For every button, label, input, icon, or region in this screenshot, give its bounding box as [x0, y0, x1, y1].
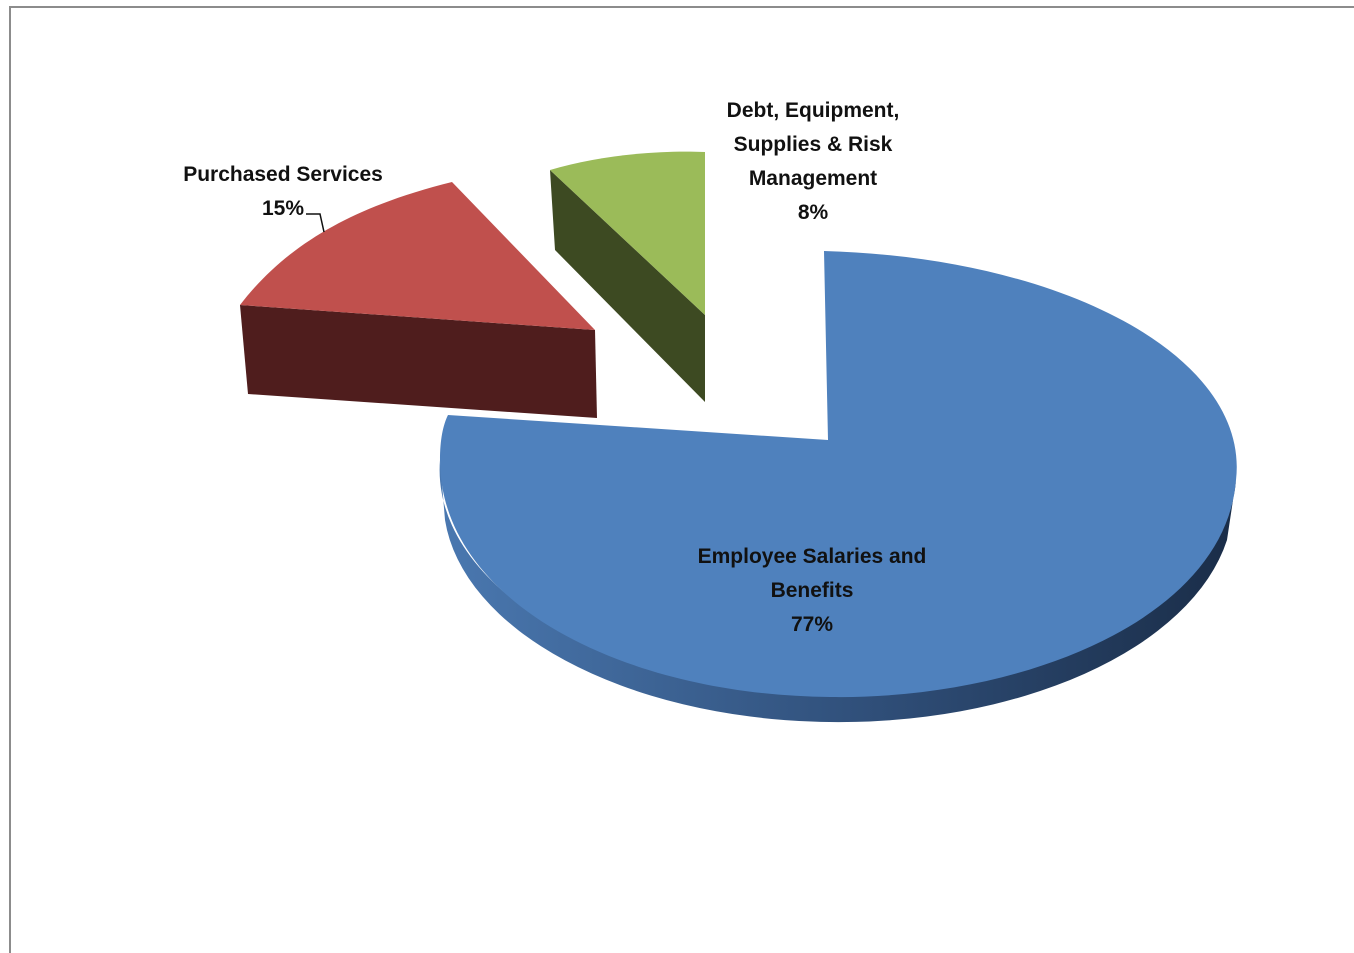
label-line: Management — [749, 167, 877, 190]
label-line: Debt, Equipment, — [727, 99, 900, 122]
pie-slice-employee-salaries — [439, 251, 1237, 723]
pie-slice-debt-equipment — [550, 151, 705, 402]
slice-side — [240, 305, 597, 418]
label-line: Employee Salaries and — [698, 545, 927, 568]
label-debt-equipment: Debt, Equipment, Supplies & Risk Managemen… — [727, 99, 900, 190]
label-purchased-services: Purchased Services — [183, 163, 383, 186]
leader-line — [306, 213, 325, 233]
label-employee-salaries: Employee Salaries and Benefits — [698, 545, 927, 602]
label-line: Benefits — [771, 579, 854, 602]
label-line: Purchased Services — [183, 163, 383, 186]
pie-slice-purchased-services — [240, 182, 597, 418]
label-debt-equipment-pct: 8% — [798, 201, 829, 224]
slice-side — [550, 170, 705, 402]
slice-top — [550, 151, 705, 315]
label-employee-salaries-pct: 77% — [791, 613, 833, 636]
slice-top — [240, 182, 595, 330]
slice-top — [440, 251, 1237, 698]
label-line: Supplies & Risk — [734, 133, 893, 156]
label-purchased-services-pct: 15% — [262, 197, 304, 220]
